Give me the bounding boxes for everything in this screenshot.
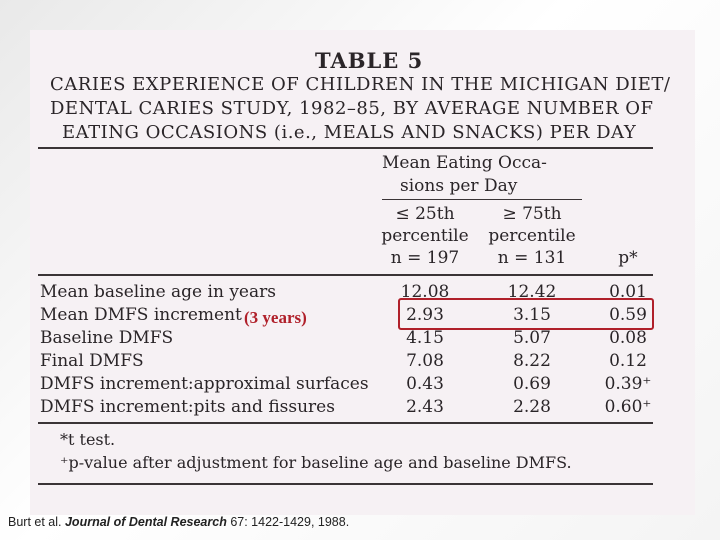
row-label: Baseline DMFS [40,328,174,348]
row-value-col2: 0.69 [513,374,551,394]
row-value-p: 0.59 [609,305,647,325]
citation-details: 67: 1422-1429, 1988. [226,515,350,529]
footnote-t-test: *t test. [60,430,116,449]
row-label: DMFS increment:pits and fissures [40,397,335,417]
group-header-rule [382,199,582,200]
col2-header: ≥ 75th percentile n = 131 [486,203,578,269]
col1-header-line-1: ≤ 25th [395,204,455,224]
row-value-col1: 4.15 [406,328,444,348]
col2-header-line-2: percentile [488,226,576,246]
row-value-col2: 8.22 [513,351,551,371]
citation: Burt et al. Journal of Dental Research 6… [8,515,349,529]
row-label: Mean baseline age in years [40,282,276,302]
row-value-col2: 3.15 [513,305,551,325]
title-rule [38,147,653,149]
citation-journal: Journal of Dental Research [64,515,227,529]
col2-header-line-1: ≥ 75th [502,204,562,224]
group-header-line-1: Mean Eating Occa- [382,153,547,173]
row-value-col1: 2.43 [406,397,444,417]
row-value-col1: 2.93 [406,305,444,325]
table-number: TABLE 5 [315,48,424,73]
highlight-box [398,298,654,330]
scanned-table: TABLE 5 CARIES EXPERIENCE OF CHILDREN IN… [30,30,695,515]
table-title-line-2: DENTAL CARIES STUDY, 1982–85, BY AVERAGE… [50,98,654,119]
body-rule [38,422,653,424]
col1-header: ≤ 25th percentile n = 197 [380,203,470,269]
row-label: DMFS increment:approximal surfaces [40,374,369,394]
footnote-adjusted: ⁺p-value after adjustment for baseline a… [60,453,572,472]
table-title-line-1: CARIES EXPERIENCE OF CHILDREN IN THE MIC… [50,74,671,95]
col1-header-line-2: percentile [381,226,469,246]
row-label: Final DMFS [40,351,144,371]
row-value-p: 0.39⁺ [604,374,652,394]
row-value-col2: 2.28 [513,397,551,417]
table-title-line-3: EATING OCCASIONS (i.e., MEALS AND SNACKS… [62,122,637,143]
row-value-p: 0.12 [609,351,647,371]
row-value-col2: 5.07 [513,328,551,348]
col2-header-line-3: n = 131 [497,248,567,268]
row-value-p: 0.60⁺ [604,397,652,417]
group-header-line-2: sions per Day [400,176,518,196]
row-value-p: 0.08 [609,328,647,348]
citation-authors: Burt et al. [8,515,65,529]
col3-header: p* [618,248,638,268]
col1-header-line-3: n = 197 [390,248,460,268]
row-label: Mean DMFS increment [40,305,242,325]
header-rule [38,274,653,276]
row-value-p: 0.01 [609,282,647,302]
row-value-col1: 12.08 [400,282,450,302]
row-value-col2: 12.42 [507,282,557,302]
row-value-col1: 0.43 [406,374,444,394]
annotation-3-years: (3 years) [244,308,307,327]
row-value-col1: 7.08 [406,351,444,371]
bottom-rule [38,483,653,485]
